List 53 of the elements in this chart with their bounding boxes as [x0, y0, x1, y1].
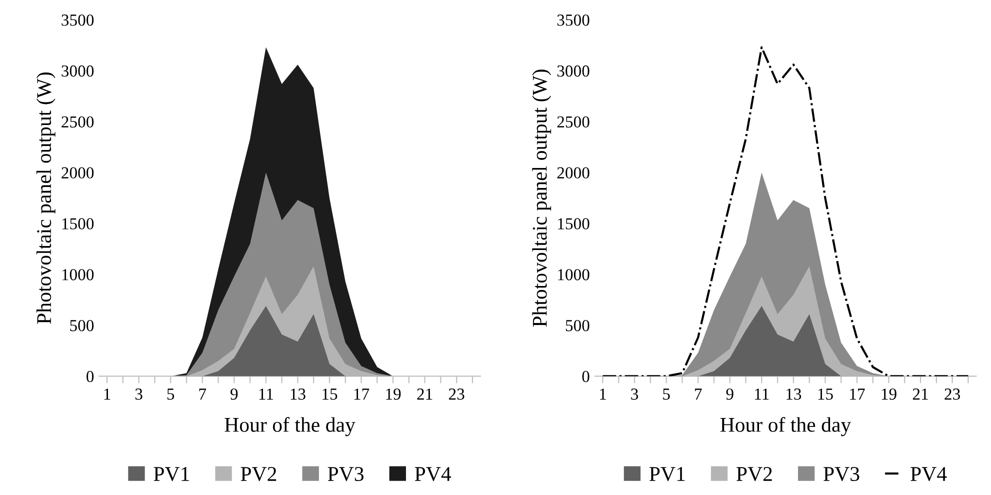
x-tick-label: 7: [199, 388, 206, 400]
legend-label: PV4: [414, 467, 452, 482]
y-tick-label: 2000: [557, 167, 590, 178]
legend-label: PV2: [736, 467, 772, 482]
x-tick-label: 7: [695, 388, 702, 400]
x-tick-label: 11: [259, 388, 273, 400]
y-tick-label: 2500: [62, 116, 94, 128]
y-tick-label: 1500: [62, 218, 94, 230]
x-tick-label: 3: [631, 388, 638, 400]
x-axis-title: Hour of the day: [224, 417, 356, 436]
legend-label: PV1: [154, 467, 189, 482]
x-tick-label: 13: [290, 388, 306, 400]
y-tick-label: 3500: [62, 14, 94, 26]
x-tick-label: 17: [850, 388, 865, 400]
x-tick-label: 23: [448, 388, 464, 400]
y-tick-label: 1000: [558, 269, 590, 280]
x-tick-label: 21: [417, 388, 432, 400]
y-tick-label: 3000: [62, 65, 94, 77]
x-tick-label: 15: [322, 388, 338, 400]
x-tick-label: 1: [104, 388, 110, 400]
x-axis-title: Hour of the day: [720, 417, 852, 436]
x-tick-label: 1: [600, 388, 606, 400]
y-tick-label: 500: [70, 320, 94, 332]
x-tick-label: 9: [726, 388, 734, 400]
legend-label: PV1: [649, 467, 685, 482]
x-tick-label: 23: [944, 388, 960, 400]
y-axis-title: Photovoltaic panel output (W): [36, 72, 56, 324]
legend-label: PV2: [240, 467, 276, 482]
y-tick-label: 0: [86, 370, 94, 382]
x-tick-label: 19: [882, 388, 896, 400]
y-axis-title: Phtotovoltaic panel output (W): [532, 70, 552, 327]
y-tick-label: 1500: [558, 218, 590, 230]
y-tick-label: 0: [582, 370, 590, 382]
x-tick-label: 19: [386, 388, 401, 400]
x-tick-label: 11: [755, 388, 769, 400]
x-tick-label: 15: [818, 388, 833, 400]
x-tick-label: 9: [230, 388, 238, 400]
line-series: [602, 46, 970, 376]
legend-label: PV4: [910, 467, 947, 482]
x-tick-label: 13: [786, 388, 802, 400]
y-tick-label: 3000: [557, 65, 590, 77]
x-tick-label: 21: [912, 388, 928, 400]
x-tick-label: 5: [167, 388, 174, 400]
y-tick-label: 1000: [62, 269, 94, 280]
y-tick-label: 2500: [557, 116, 590, 128]
x-tick-label: 5: [663, 388, 670, 400]
x-tick-label: 3: [135, 388, 142, 400]
x-tick-label: 17: [354, 388, 370, 400]
y-tick-label: 500: [566, 320, 590, 332]
legend-label: PV3: [328, 467, 364, 482]
legend-label: PV3: [824, 467, 860, 482]
y-tick-label: 2000: [62, 167, 94, 178]
y-tick-label: 3500: [557, 14, 590, 26]
